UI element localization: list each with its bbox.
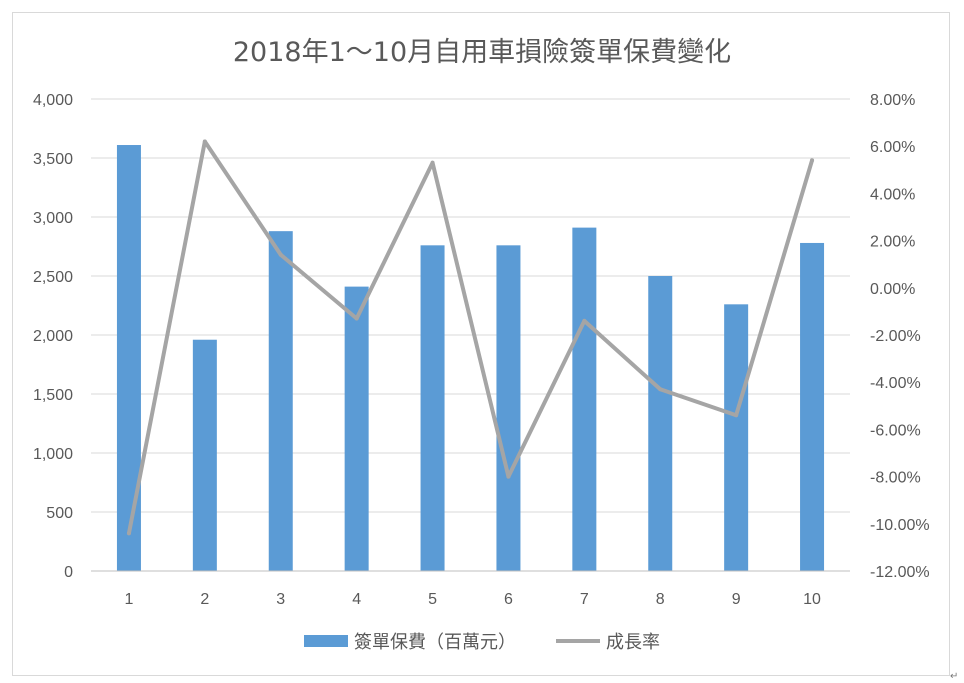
y-right-tick-label: -2.00% bbox=[870, 328, 921, 345]
y-right-tick-label: -6.00% bbox=[870, 422, 921, 439]
bar-premium bbox=[648, 276, 673, 571]
bar-premium bbox=[800, 242, 825, 571]
x-tick-label: 3 bbox=[276, 591, 285, 608]
bar-premium bbox=[420, 245, 445, 571]
point-growth-rate bbox=[810, 158, 815, 163]
legend-item-growth: 成長率 bbox=[556, 628, 660, 654]
y-right-tick-label: -4.00% bbox=[870, 375, 921, 392]
line-growth-rate bbox=[126, 139, 815, 536]
point-growth-rate bbox=[278, 252, 283, 257]
point-growth-rate bbox=[658, 387, 663, 392]
x-tick-label: 7 bbox=[580, 591, 589, 608]
bar-premium bbox=[724, 304, 749, 571]
y-left-tick-label: 3,000 bbox=[33, 210, 73, 227]
bar-premium bbox=[116, 145, 141, 571]
legend-swatch-bar bbox=[304, 635, 348, 647]
x-tick-label: 5 bbox=[428, 591, 437, 608]
x-tick-label: 4 bbox=[352, 591, 361, 608]
y-left-tick-label: 1,000 bbox=[33, 446, 73, 463]
y-right-tick-label: -10.00% bbox=[870, 517, 930, 534]
y-left-tick-label: 2,500 bbox=[33, 269, 73, 286]
point-growth-rate bbox=[506, 474, 511, 479]
x-tick-label: 10 bbox=[803, 591, 821, 608]
bar-premium bbox=[268, 231, 293, 571]
x-tick-label: 1 bbox=[124, 591, 133, 608]
y-right-tick-label: 6.00% bbox=[870, 139, 915, 156]
y-right-tick-label: -12.00% bbox=[870, 564, 930, 581]
y-left-tick-label: 1,500 bbox=[33, 387, 73, 404]
point-growth-rate bbox=[126, 531, 131, 536]
y-left-tick-label: 3,500 bbox=[33, 151, 73, 168]
x-tick-label: 6 bbox=[504, 591, 513, 608]
y-left-tick-label: 2,000 bbox=[33, 328, 73, 345]
legend-label-premium: 簽單保費（百萬元） bbox=[354, 632, 516, 653]
y-right-tick-label: -8.00% bbox=[870, 470, 921, 487]
bar-premium bbox=[344, 286, 369, 571]
y-left-tick-label: 500 bbox=[46, 505, 73, 522]
x-tick-label: 2 bbox=[200, 591, 209, 608]
chart-title: 2018年1～10月自用車損險簽單保費變化 bbox=[232, 37, 732, 68]
y-right-tick-label: 2.00% bbox=[870, 234, 915, 251]
legend-swatch-line bbox=[556, 639, 600, 643]
point-growth-rate bbox=[734, 413, 739, 418]
chart-legend: 簽單保費（百萬元） 成長率 bbox=[0, 628, 964, 654]
bar-premium bbox=[496, 245, 521, 571]
legend-label-growth: 成長率 bbox=[606, 632, 660, 653]
bar-premium bbox=[192, 339, 217, 571]
chart-frame bbox=[12, 12, 950, 676]
legend-item-premium: 簽單保費（百萬元） bbox=[304, 628, 516, 654]
x-tick-label: 9 bbox=[732, 591, 741, 608]
point-growth-rate bbox=[354, 316, 359, 321]
point-growth-rate bbox=[430, 160, 435, 165]
y-right-tick-label: 0.00% bbox=[870, 281, 915, 298]
bar-premium bbox=[572, 227, 597, 571]
point-growth-rate bbox=[202, 139, 207, 144]
paragraph-mark: ↵ bbox=[950, 671, 959, 682]
x-tick-label: 8 bbox=[656, 591, 665, 608]
y-right-tick-label: 8.00% bbox=[870, 92, 915, 109]
y-left-tick-label: 0 bbox=[64, 564, 73, 581]
y-right-tick-label: 4.00% bbox=[870, 186, 915, 203]
point-growth-rate bbox=[582, 318, 587, 323]
y-left-tick-label: 4,000 bbox=[33, 92, 73, 109]
